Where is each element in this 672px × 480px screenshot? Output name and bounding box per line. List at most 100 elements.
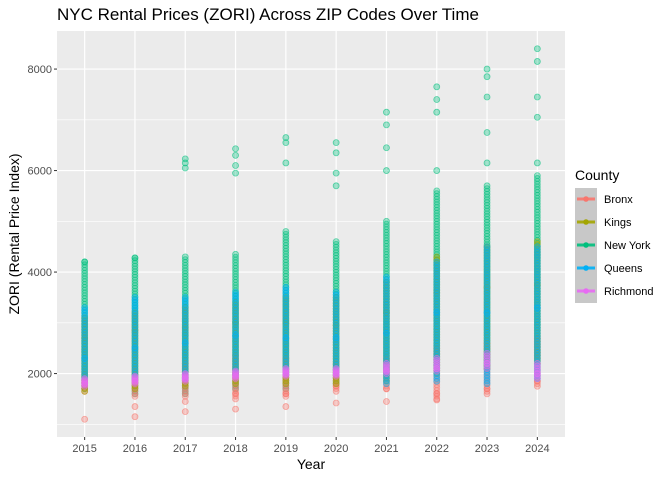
y-tick-label: 2000 [28,369,52,381]
x-axis: 2015 2016 2017 2018 2019 2020 2021 2022 2023 2024 [72,437,550,455]
legend-key-point [583,265,589,271]
data-point [483,159,491,167]
x-tick-label: 2015 [72,443,96,455]
data-point [282,139,290,147]
data-point [383,144,390,152]
data-point [533,172,541,180]
data-point [483,362,491,370]
data-point [181,155,189,163]
data-point [232,169,239,177]
data-point [483,182,491,190]
data-point [131,403,139,410]
data-point [433,357,441,364]
data-point [533,113,541,121]
data-point [81,375,89,383]
data-point [483,243,491,251]
data-point [383,273,390,281]
data-point [282,159,290,167]
legend-item: Bronx [577,194,633,206]
data-point [483,352,491,360]
data-point [181,294,189,301]
data-point [383,385,390,393]
data-point [433,396,441,404]
y-tick-label: 8000 [28,64,52,76]
data-point [433,253,441,261]
data-point [533,362,541,370]
data-point [81,415,89,423]
data-point [433,187,441,195]
data-point [383,360,390,367]
data-point [483,349,491,357]
data-point [533,372,541,380]
data-point [433,365,441,372]
data-point [181,253,189,261]
data-point [81,304,89,311]
legend-label: Kings [604,217,632,229]
legend-label: Bronx [604,194,633,206]
data-point [533,45,541,53]
legend-title: County [575,167,619,183]
data-point [433,258,441,266]
legend-key-point [583,196,589,202]
data-point [533,375,541,383]
data-point [433,354,441,362]
data-point [533,360,541,367]
data-point [483,129,491,136]
data-point [332,365,340,372]
x-tick-label: 2016 [123,443,147,455]
data-point [282,365,290,372]
data-point [282,134,290,141]
x-tick-label: 2021 [374,443,398,455]
data-point [282,334,290,342]
data-point [483,365,491,372]
x-tick-label: 2023 [475,443,499,455]
data-point [131,377,139,385]
legend-label: Richmond [604,286,654,298]
data-point [533,243,541,251]
data-point [232,288,239,296]
data-point [483,360,491,367]
y-axis-title: ZORI (Rental Price Index) [6,153,22,314]
data-point [383,108,390,116]
data-point [332,382,340,390]
data-point [533,382,541,390]
data-point [282,390,290,398]
legend-item: New York [577,240,651,252]
data-point [232,367,239,375]
data-point [131,413,139,421]
data-point [131,344,139,352]
data-point [383,217,390,225]
data-point [332,182,340,190]
legend-key-point [583,242,589,248]
data-point [483,390,491,398]
grid-minor [57,119,565,425]
data-point [232,332,239,339]
chart-title: NYC Rental Prices (ZORI) Across ZIP Code… [57,5,479,24]
data-point [483,309,491,317]
data-point [232,162,239,169]
data-point [433,108,441,116]
data-point [533,159,541,167]
data-point [483,65,491,73]
data-point [533,365,541,372]
data-point [282,403,290,410]
data-point [81,354,89,362]
data-point [131,294,139,301]
data-point [533,367,541,375]
data-point [81,380,89,388]
data-point [433,390,441,398]
data-point [332,334,340,342]
x-tick-label: 2024 [525,443,549,455]
x-tick-label: 2019 [274,443,298,455]
legend-label: Queens [604,263,643,275]
data-point [383,121,390,129]
data-point [383,167,390,174]
data-point [232,250,239,258]
data-point [131,254,139,262]
data-point [483,354,491,362]
data-point [332,370,340,377]
data-point [433,167,441,174]
x-tick-label: 2022 [425,443,449,455]
legend-key-point [583,288,589,294]
